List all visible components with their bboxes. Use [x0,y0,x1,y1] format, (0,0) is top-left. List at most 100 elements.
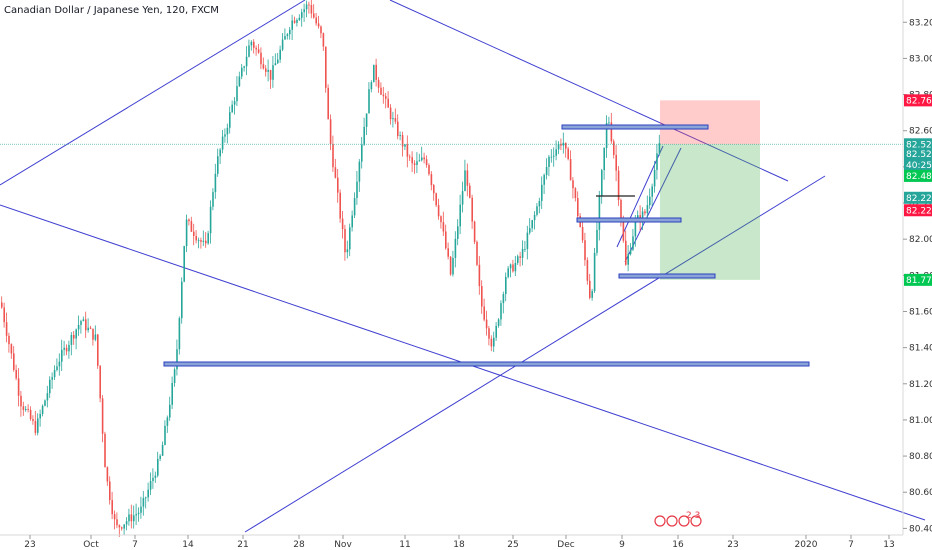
candle-body [524,248,526,250]
candle-body [313,13,315,18]
candle-body [565,142,567,149]
candle-body [157,458,159,476]
candle-body [85,319,87,331]
candle-body [351,215,353,228]
candle-body [526,232,529,249]
candle-body [3,307,5,323]
candle-body [632,236,634,250]
candle-body [257,49,260,53]
candle-body [171,382,173,405]
candle-body [53,370,56,378]
price-tag [904,191,932,204]
x-tick-label: 21 [237,540,248,550]
candle-body [646,205,649,214]
candle-body [322,33,325,47]
candle-body [649,196,651,206]
candle-body [260,52,262,65]
candle-body [320,26,322,34]
candle-body [644,211,646,214]
y-tick-label: 81.400 [909,344,932,354]
candle-body [502,294,505,304]
candle-body [65,347,68,352]
candle-body [301,12,303,18]
candle-body [553,155,555,157]
candle-body [133,515,135,522]
resistance-level-bar [561,124,709,130]
candle-body [548,156,550,167]
candle-body [495,325,497,338]
price-tag [904,204,932,217]
price-tag [904,94,932,107]
candle-body [161,444,164,456]
price-tag-label: 82.768 [906,96,932,106]
candle-body [188,219,190,222]
candle-body [389,107,392,120]
candle-body [13,353,15,370]
candle-body [471,197,473,222]
support-level-bar [163,361,810,367]
candle-body [39,413,41,419]
y-tick-label: 82.000 [909,235,932,245]
candle-body [541,184,543,201]
candle-body [589,280,591,298]
candle-body [97,334,99,366]
x-tick-label: 23 [727,540,738,550]
candle-body [209,206,212,234]
price-tag-label: 82.228 [906,206,932,216]
candle-body [58,361,61,367]
candle-body [394,118,397,122]
ascending-support-trendline [244,175,826,533]
x-tick-label: 14 [182,540,194,550]
candle-body [469,185,471,198]
candle-body [382,94,385,97]
candle-body [284,36,286,40]
candle-body [185,219,188,247]
candle-body [217,156,219,174]
price-tag-label: 82.526 [906,150,932,160]
candle-body [605,123,608,148]
candle-body [365,113,368,127]
price-tag-label: 82.525 [906,140,932,150]
candle-body [236,86,238,102]
stop-loss-zone [660,100,760,145]
candle-body [205,240,207,244]
candle-body [533,214,536,221]
candle-body [111,500,113,515]
candle-body [560,143,562,146]
candle-body [293,20,296,23]
candle-body [622,221,625,241]
candle-body [272,65,274,80]
candle-body [277,59,279,64]
candle-body [349,227,351,250]
candle-body [627,254,629,265]
candle-body [44,400,46,406]
candle-body [325,46,327,88]
candle-body [226,127,229,135]
candle-body [15,369,17,379]
x-tick-label: Dec [557,540,574,550]
candle-body [423,157,425,160]
candle-body [178,318,181,350]
y-tick-label: 83.200 [909,18,932,28]
candle-body [128,514,130,522]
candle-body [332,144,334,168]
candle-body [181,281,183,319]
candle-body [601,170,603,197]
price-tag [904,169,932,182]
x-tick-label: 18 [453,540,465,550]
candle-body [308,4,310,6]
candle-body [135,514,137,516]
candle-body [411,157,413,164]
candle-body [77,324,80,330]
candle-body [104,433,106,468]
candle-body [281,39,284,50]
candle-body [656,153,658,170]
candle-body [20,395,22,407]
candle-body [291,20,293,30]
candle-body [629,249,632,255]
candle-body [87,327,89,331]
candle-body [149,481,152,490]
candle-body [51,377,53,380]
candle-body [305,4,308,10]
